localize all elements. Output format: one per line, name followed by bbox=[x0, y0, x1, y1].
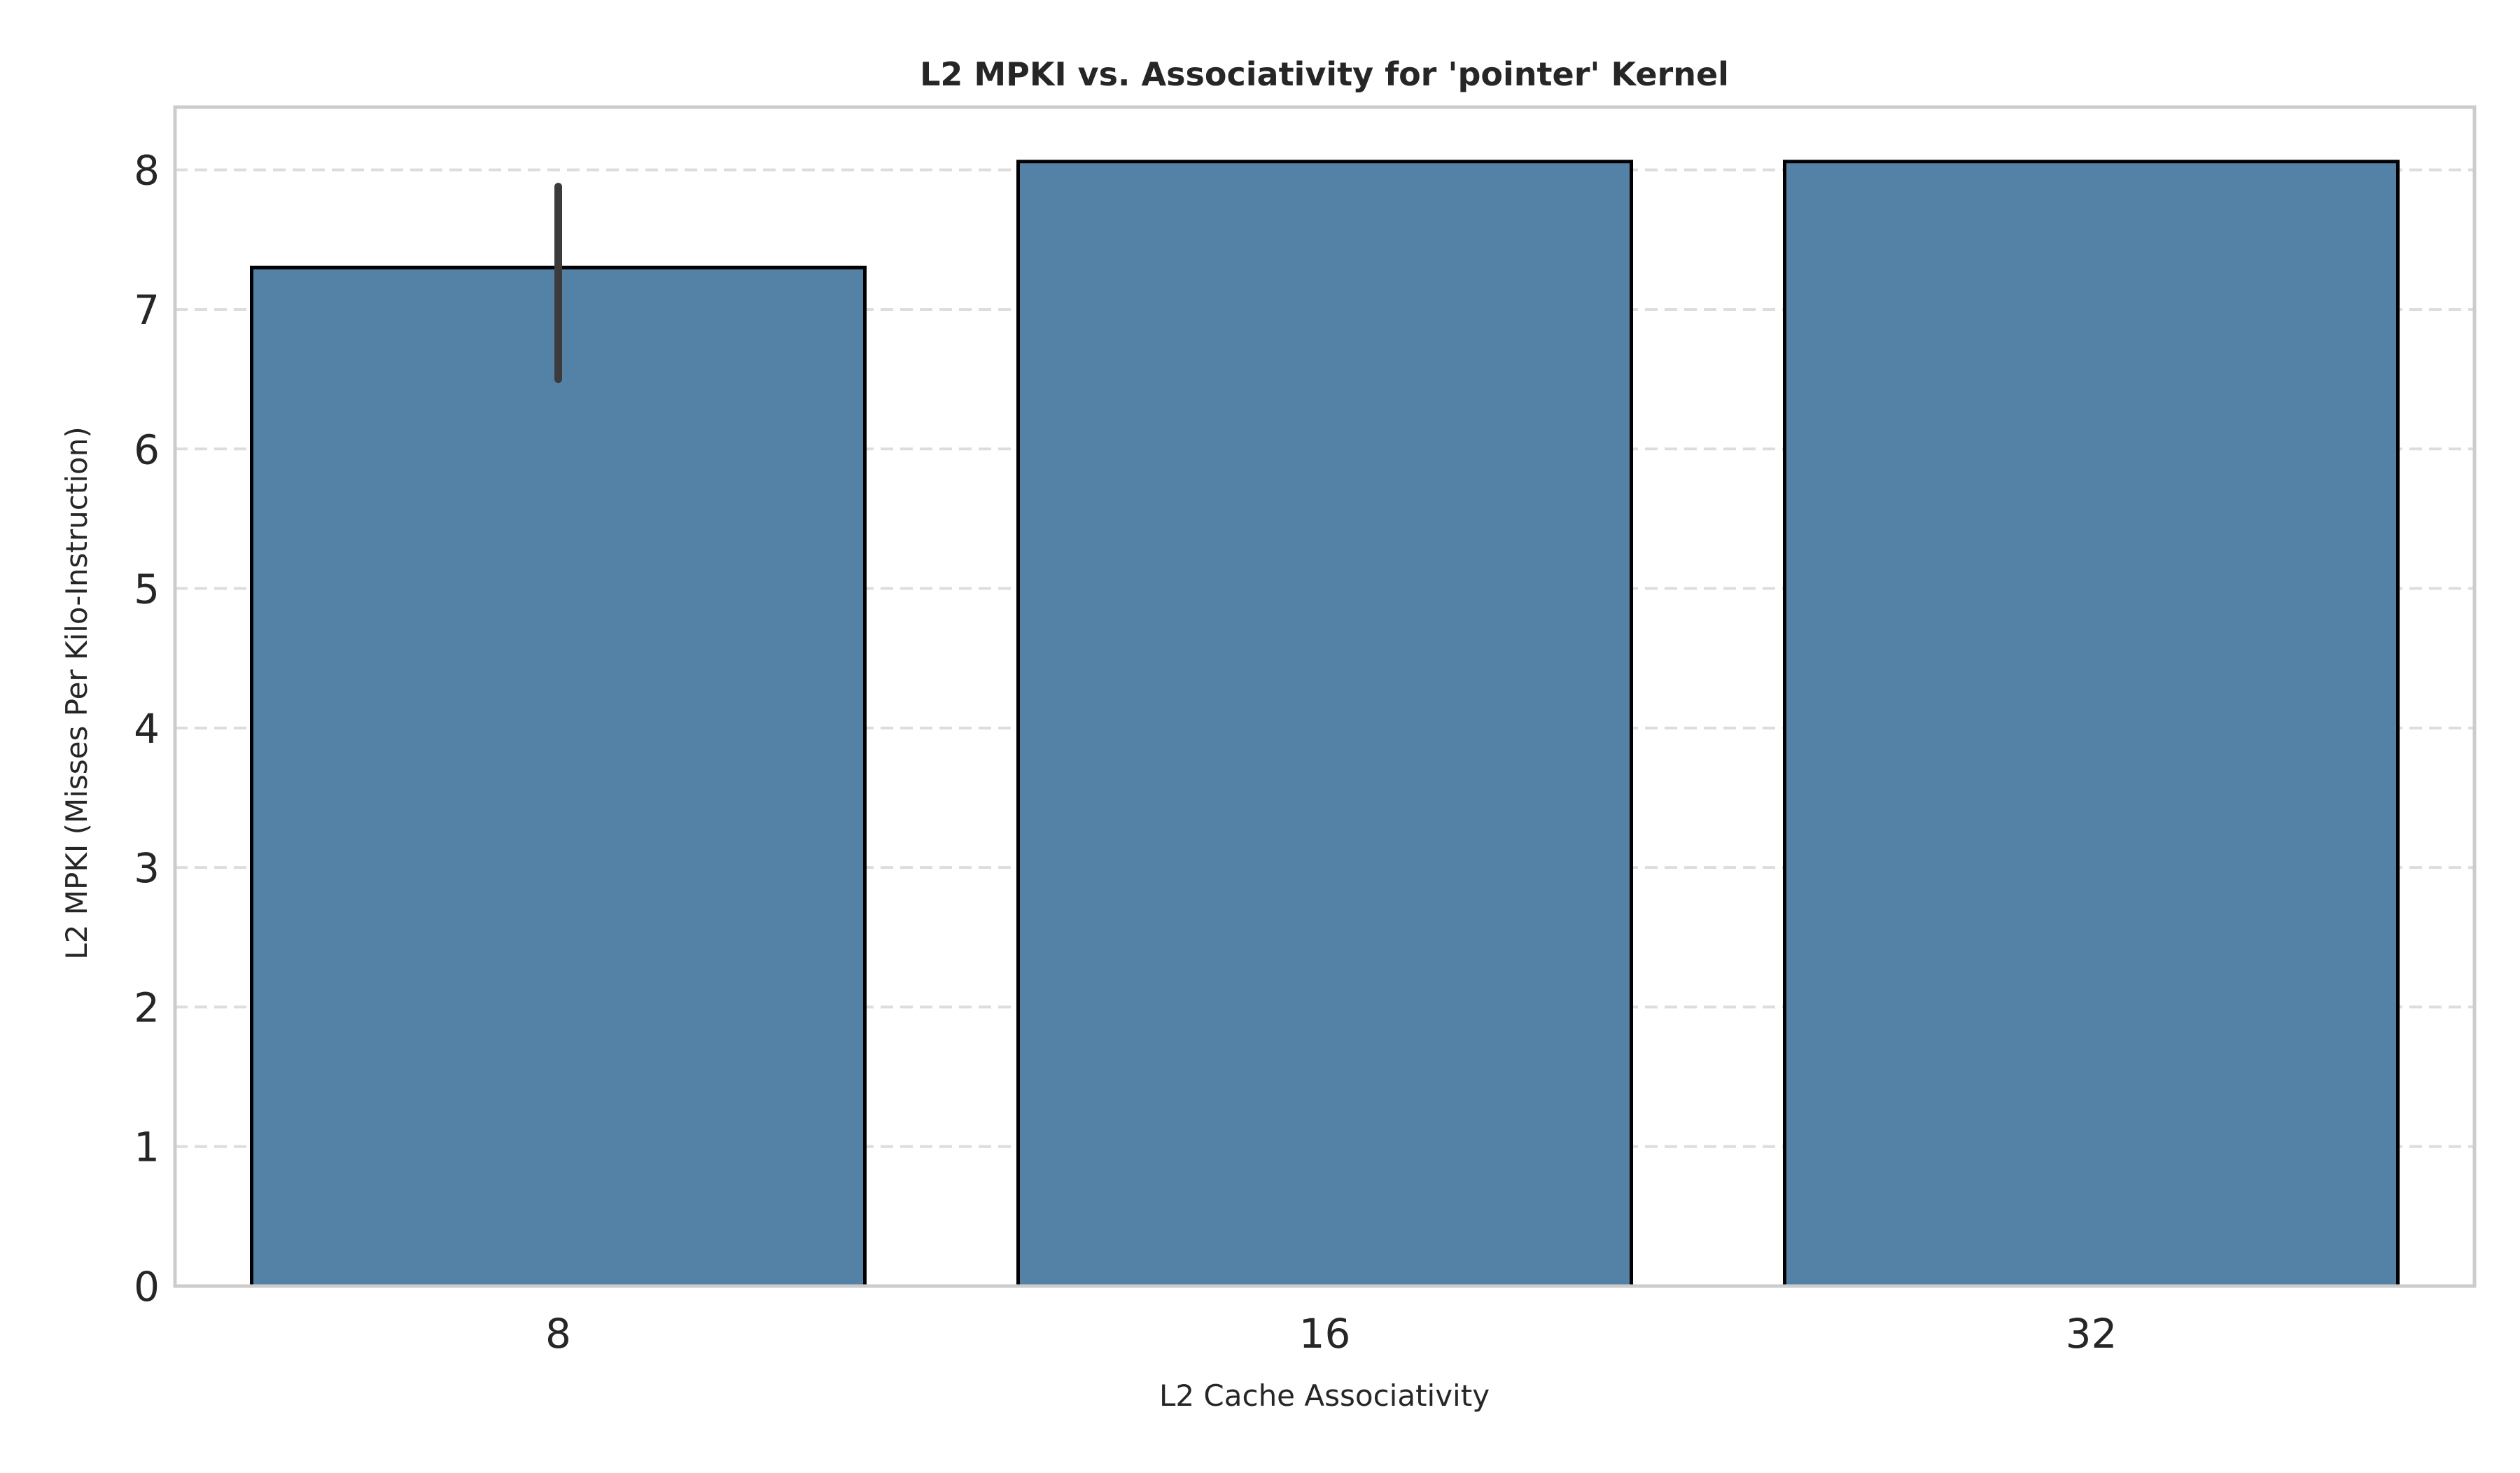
y-tick-label: 2 bbox=[134, 984, 160, 1031]
y-tick-label: 3 bbox=[134, 844, 160, 892]
x-axis-label: L2 Cache Associativity bbox=[1159, 1378, 1490, 1413]
bar-8 bbox=[250, 265, 867, 1288]
chart-title: L2 MPKI vs. Associativity for 'pointer' … bbox=[920, 55, 1729, 93]
x-tick-label: 32 bbox=[2066, 1310, 2118, 1357]
y-axis-label: L2 MPKI (Misses Per Kilo-Instruction) bbox=[59, 426, 94, 959]
bars bbox=[250, 160, 2400, 1288]
y-tick-labels: 0 1 2 3 4 5 6 7 8 bbox=[134, 147, 160, 1311]
y-tick-label: 8 bbox=[134, 147, 160, 195]
x-tick-label: 8 bbox=[545, 1310, 571, 1357]
y-tick-label: 4 bbox=[134, 705, 160, 753]
bar-32 bbox=[1783, 160, 2400, 1288]
y-tick-label: 7 bbox=[134, 286, 160, 334]
x-tick-label: 16 bbox=[1299, 1310, 1351, 1357]
bar-16 bbox=[1016, 160, 1633, 1288]
y-tick-label: 6 bbox=[134, 426, 160, 473]
y-tick-label: 0 bbox=[134, 1263, 160, 1311]
y-tick-label: 1 bbox=[134, 1124, 160, 1171]
axes-frame bbox=[173, 105, 2477, 1288]
y-tick-label: 5 bbox=[134, 566, 160, 613]
x-tick-labels: 8 16 32 bbox=[545, 1310, 2117, 1357]
